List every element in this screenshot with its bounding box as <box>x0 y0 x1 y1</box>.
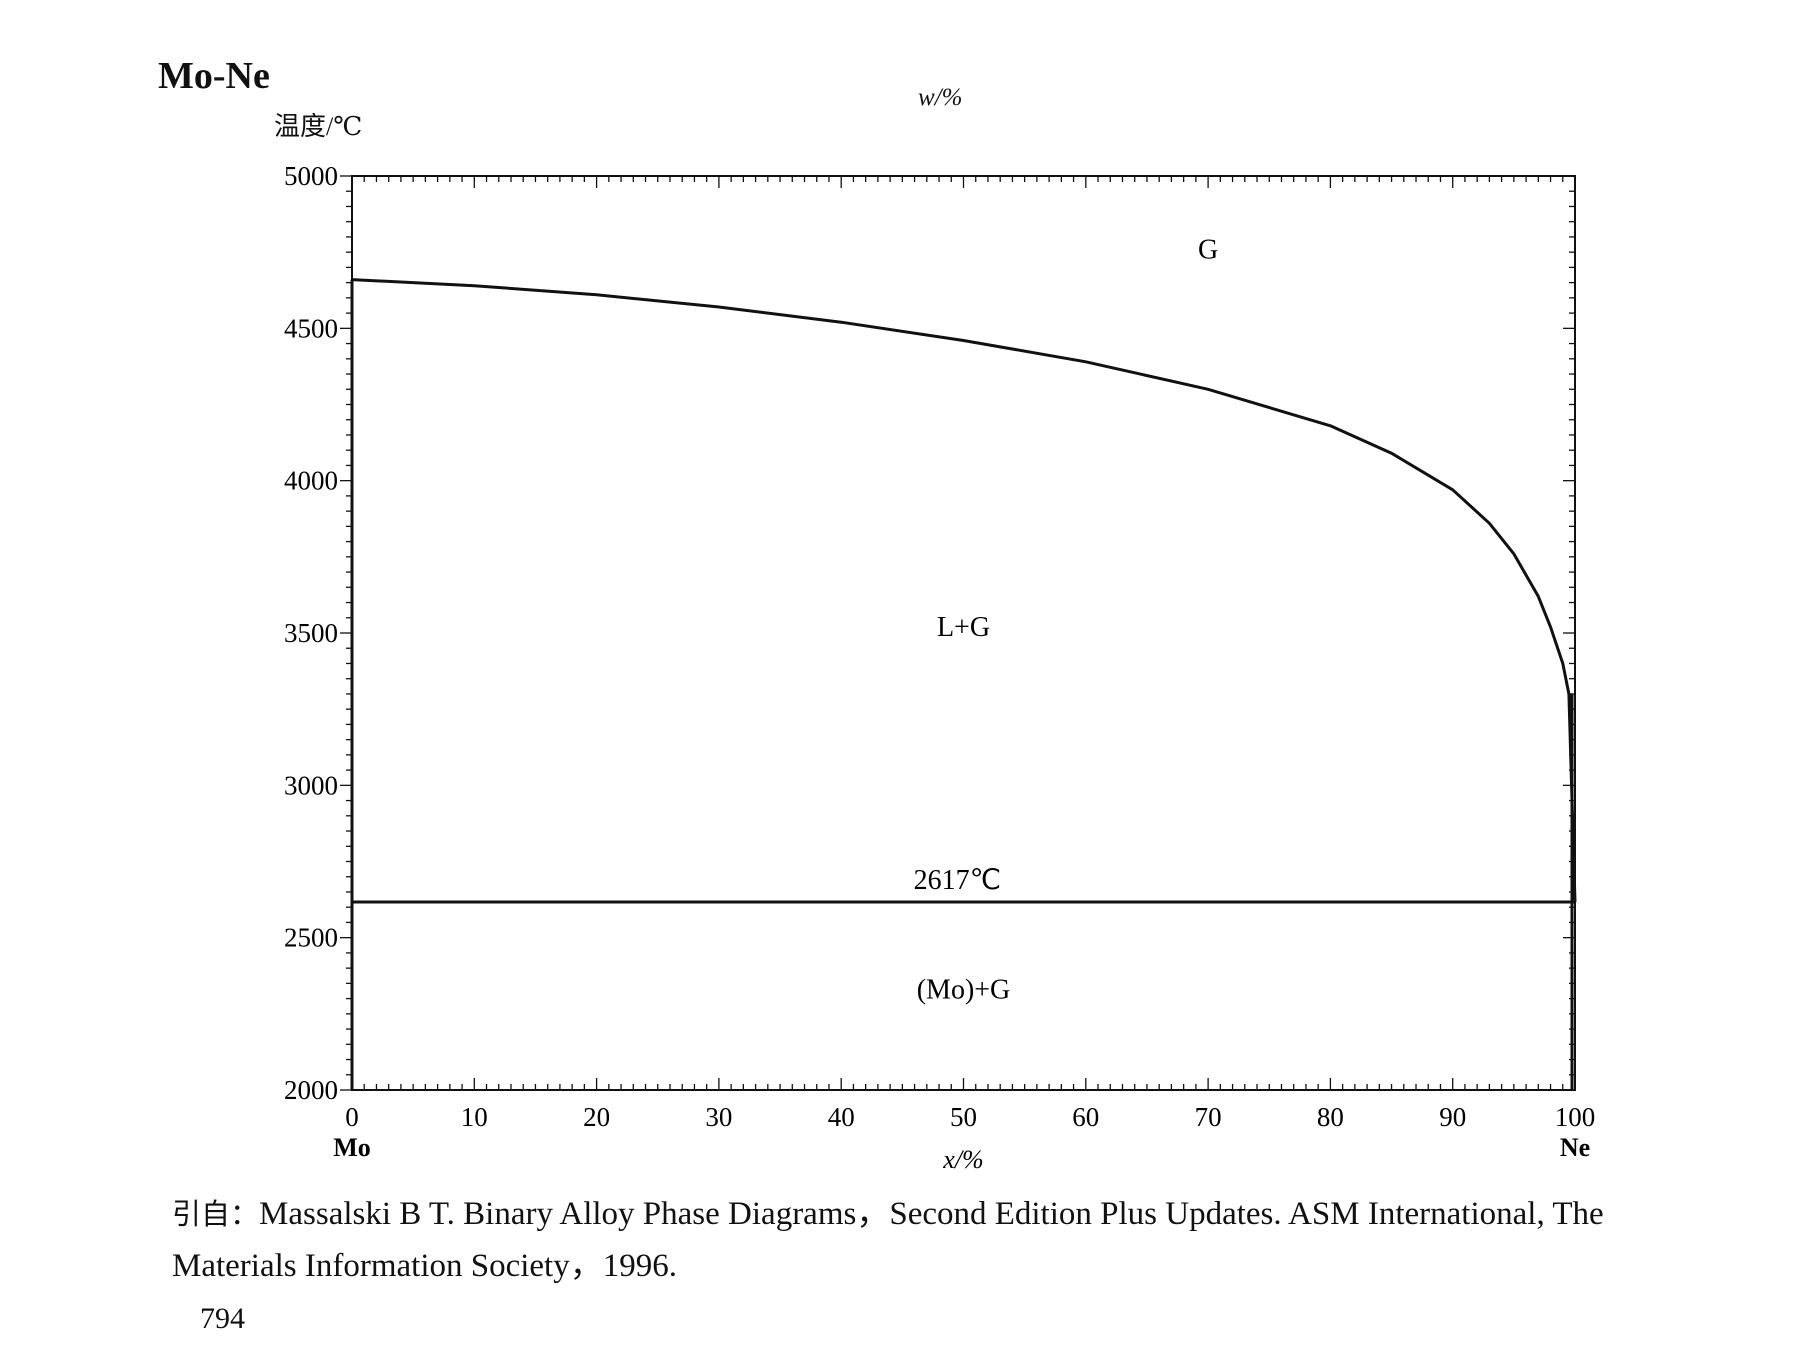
x-tick-label: 60 <box>1072 1102 1099 1132</box>
citation: 引自：Massalski B T. Binary Alloy Phase Dia… <box>172 1188 1732 1292</box>
x-tick-label: 50 <box>950 1102 977 1132</box>
x-axis-label: x/% <box>942 1145 983 1174</box>
y-tick-label: 3500 <box>284 618 338 648</box>
citation-prefix: 引自： <box>172 1197 260 1231</box>
y-tick-label: 2000 <box>284 1075 338 1105</box>
region-label: (Mo)+G <box>917 975 1011 1006</box>
region-labels: G L+G 2617℃ (Mo)+G <box>914 234 1219 1005</box>
y-axis-label: 温度/℃ <box>274 112 363 141</box>
x-tick-label: 30 <box>705 1102 732 1132</box>
y-tick-label: 4500 <box>284 313 338 343</box>
region-label: G <box>1198 234 1218 265</box>
citation-line-2: Materials Information Society，1996. <box>172 1248 677 1284</box>
y-tick-label: 3000 <box>284 770 338 800</box>
x-tick-label: 90 <box>1439 1102 1466 1132</box>
x-tick-label: 10 <box>461 1102 488 1132</box>
region-label: 2617℃ <box>914 865 1001 896</box>
y-tick-label: 4000 <box>284 466 338 496</box>
tick-labels: 0 10 20 30 40 50 60 70 80 90 100 2000 2500 3000 3500 40… <box>284 161 1595 1174</box>
phase-boundary-1 <box>351 278 1577 903</box>
x-tick-label: 20 <box>583 1102 610 1132</box>
x-end-label-right: Ne <box>1560 1133 1590 1162</box>
tick-marks <box>340 175 1576 1091</box>
y-tick-label: 2500 <box>284 923 338 953</box>
top-axis-label: w/% <box>918 84 963 111</box>
phase-boundaries <box>350 278 1577 1090</box>
x-tick-label: 100 <box>1555 1102 1596 1132</box>
x-tick-label: 40 <box>828 1102 855 1132</box>
x-tick-label: 0 <box>345 1102 359 1132</box>
x-end-label-left: Mo <box>333 1133 371 1162</box>
x-tick-label: 80 <box>1317 1102 1344 1132</box>
region-label: L+G <box>937 612 990 643</box>
citation-line-1: Massalski B T. Binary Alloy Phase Diagra… <box>259 1196 1604 1232</box>
chart-title: Mo-Ne <box>158 55 270 97</box>
page-number: 794 <box>200 1302 245 1335</box>
y-tick-label: 5000 <box>284 161 338 191</box>
x-tick-label: 70 <box>1195 1102 1222 1132</box>
